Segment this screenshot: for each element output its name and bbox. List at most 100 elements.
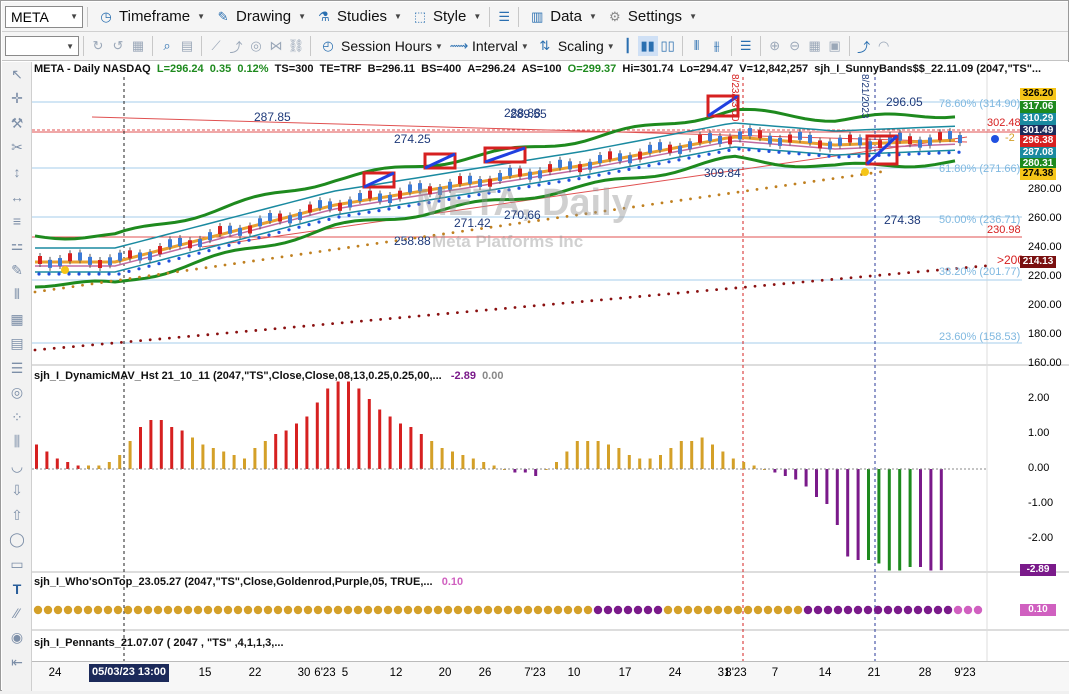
compress-icon[interactable]: ⫴: [693, 38, 700, 53]
expand-icon[interactable]: ⫵: [713, 38, 720, 53]
pencil-icon[interactable]: ✎: [11, 261, 23, 278]
brush-icon[interactable]: ⁄⁄: [14, 605, 20, 622]
bars-icon[interactable]: ⫼: [13, 433, 21, 450]
ellipse-icon[interactable]: ◯: [9, 531, 25, 548]
line-tool-icon[interactable]: ⟋: [211, 38, 221, 53]
trend-dot: [763, 605, 773, 615]
lines-icon[interactable]: ☰: [10, 359, 24, 376]
ma-dot: [518, 221, 521, 225]
refresh-icon[interactable]: ↻: [92, 38, 104, 53]
trail-dot: [837, 155, 841, 159]
chart-header: META - Daily NASDAQ L=296.24 0.35 0.12% …: [34, 63, 1041, 75]
calendar-icon[interactable]: ▦: [808, 38, 821, 53]
trail-dot: [777, 150, 781, 154]
layout-icon[interactable]: ☰: [739, 38, 752, 53]
rectangle-icon[interactable]: ▭: [10, 555, 24, 572]
trail-dot: [947, 151, 951, 155]
chevron-down-icon: ▼: [473, 12, 482, 21]
interval-menu[interactable]: ⟿ Interval ▼: [446, 35, 532, 57]
link-icon[interactable]: ⛓: [287, 38, 305, 53]
text-tool-icon[interactable]: T: [12, 580, 22, 597]
trail-dot: [747, 148, 751, 152]
ma-dot: [461, 229, 464, 233]
drawing-menu[interactable]: ✎ Drawing ▼: [209, 5, 310, 29]
zoom-in-icon[interactable]: ⊕: [769, 38, 781, 53]
horizontal-arrows-icon[interactable]: ↔: [10, 188, 24, 205]
ma200-dot: [225, 331, 229, 335]
target-icon[interactable]: ◎: [250, 38, 262, 53]
collapse-left-icon[interactable]: ⇤: [11, 653, 23, 670]
session-hours-menu[interactable]: ◴ Session Hours ▼: [315, 35, 446, 57]
chart-area[interactable]: META - Daily NASDAQ L=296.24 0.35 0.12% …: [32, 62, 1069, 691]
data-menu[interactable]: ▥ Data ▼: [523, 5, 601, 29]
gauge-icon[interactable]: ◠: [877, 38, 890, 53]
ma200-dot: [955, 267, 958, 270]
vertical-arrows-icon[interactable]: ↕: [13, 164, 21, 181]
arrow-up-icon[interactable]: ⇧: [11, 506, 23, 523]
candle-body: [448, 181, 452, 190]
columns-icon[interactable]: ⦀: [13, 286, 21, 303]
table-icon[interactable]: ▤: [10, 335, 24, 352]
ma-dot: [565, 215, 569, 218]
reload-icon[interactable]: ↺: [112, 38, 124, 53]
ma-dot: [793, 182, 797, 186]
price-chart-canvas[interactable]: [32, 62, 1069, 691]
trail-dot: [537, 183, 541, 187]
ma200-dot: [619, 296, 622, 300]
layout-icon[interactable]: ☰: [498, 8, 511, 24]
ma200-dot: [129, 340, 133, 343]
candlestick-icon[interactable]: ▮▮: [637, 36, 658, 56]
settings-menu[interactable]: ⚙ Settings ▼: [601, 5, 701, 29]
insert-chart-icon[interactable]: ⤴: [857, 39, 871, 55]
bar-chart-icon[interactable]: ┃: [623, 38, 632, 53]
date-axis[interactable]: [32, 661, 1069, 691]
window-icon[interactable]: ▣: [828, 38, 841, 53]
candle-body: [38, 256, 42, 264]
pointer-icon[interactable]: ↖: [11, 65, 23, 82]
cycle-icon[interactable]: ◎: [10, 384, 24, 401]
channel-icon[interactable]: ≡: [12, 213, 22, 230]
data-window-icon[interactable]: ▤: [180, 38, 194, 53]
hollow-candle-icon[interactable]: ▯▯: [660, 38, 675, 53]
ma-dot: [242, 260, 246, 264]
ma200-dot: [849, 276, 853, 280]
scaling-menu[interactable]: ⇅ Scaling ▼: [532, 35, 618, 57]
trend-dot: [653, 605, 663, 615]
scatter-icon[interactable]: ⁘: [11, 408, 23, 425]
ma200-dot: [206, 333, 210, 337]
candle-body: [148, 252, 152, 261]
grid-icon[interactable]: ▦: [10, 310, 24, 327]
grid-icon[interactable]: ▦: [131, 38, 145, 53]
candle-body: [668, 144, 672, 153]
zoom-chart-icon[interactable]: ⌕: [163, 38, 171, 53]
candle-body: [718, 135, 722, 144]
ma200-dot: [532, 304, 536, 308]
candle-body: [208, 232, 212, 241]
crosshair-icon[interactable]: ✛: [11, 90, 23, 107]
net-change: 0.35: [209, 63, 232, 75]
zoom-out-icon[interactable]: ⊖: [789, 38, 801, 53]
arc-icon[interactable]: ◡: [10, 457, 24, 474]
trade-size: TS=300: [274, 63, 314, 75]
style-menu[interactable]: ⬚ Style ▼: [406, 5, 485, 29]
eye-icon[interactable]: ◉: [10, 629, 24, 646]
symbol-selector[interactable]: META ▼: [5, 5, 83, 28]
trend-icon[interactable]: ⤴: [229, 39, 243, 55]
histogram-bar: [482, 462, 486, 469]
arrow-down-icon[interactable]: ⇩: [11, 482, 23, 499]
secondary-toolbar: ▼ ↻ ↺ ▦ ⌕ ▤ ⟋ ⤴ ◎ ⋈ ⛓ ◴ Session Hours ▼ ⟿ I…: [2, 32, 1068, 61]
wrench-icon[interactable]: ✂: [11, 139, 23, 156]
studies-menu[interactable]: ⚗ Studies ▼: [310, 5, 406, 29]
indicator1-pill: -2.89: [1020, 564, 1056, 576]
fib-icon[interactable]: ⚍: [10, 237, 24, 254]
histogram-bar: [939, 469, 943, 571]
interval-selector[interactable]: ▼: [5, 36, 79, 56]
candle-body: [698, 134, 702, 143]
crosshair-date: 05/03/23 13:00: [89, 664, 170, 682]
hammer-icon[interactable]: ⚒: [10, 114, 24, 131]
network-icon[interactable]: ⋈: [269, 38, 283, 53]
timeframe-menu[interactable]: ◷ Timeframe ▼: [92, 5, 209, 29]
histogram-bar: [534, 469, 538, 476]
histogram-bar: [492, 465, 496, 469]
trend-dot: [533, 605, 543, 615]
